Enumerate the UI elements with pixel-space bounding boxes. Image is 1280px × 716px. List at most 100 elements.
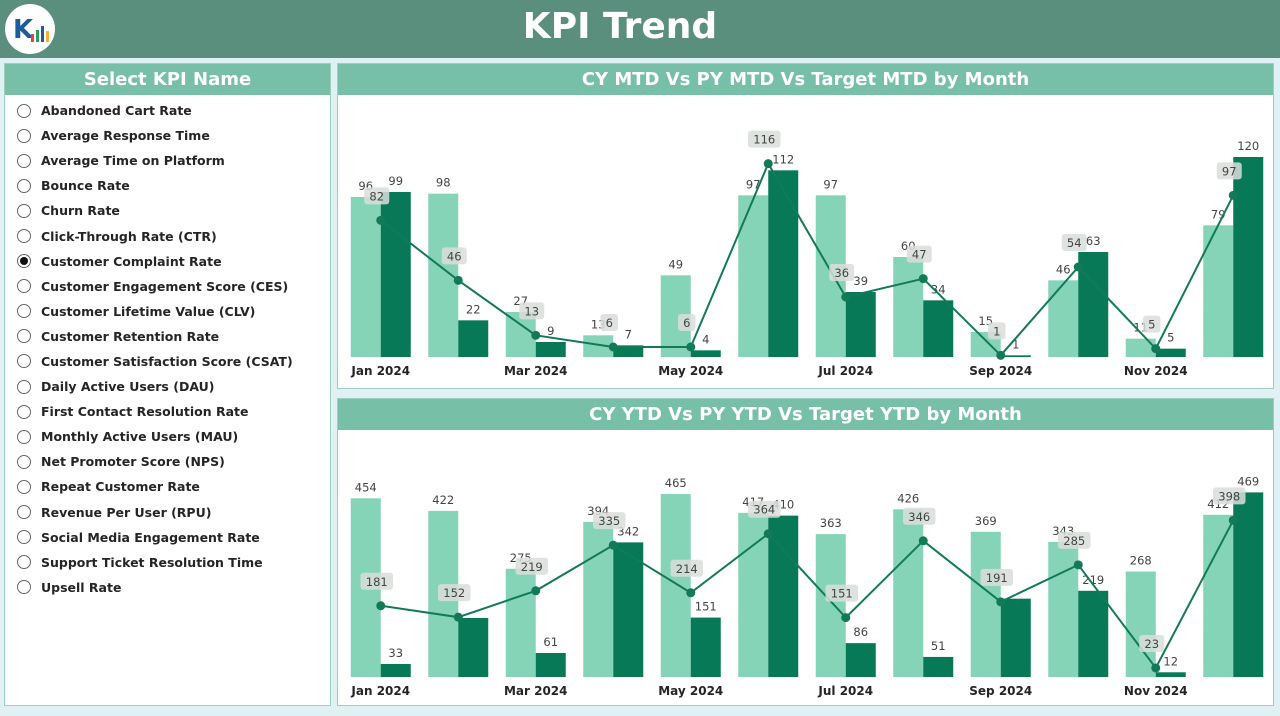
data-label-target: 364 bbox=[753, 503, 775, 517]
target-marker bbox=[608, 342, 618, 352]
data-label-actual: 454 bbox=[355, 480, 377, 494]
kpi-option-label: Abandoned Cart Rate bbox=[41, 103, 192, 119]
radio-button[interactable] bbox=[17, 203, 31, 218]
page-title: KPI Trend bbox=[522, 6, 718, 47]
data-label-target: 181 bbox=[366, 575, 388, 589]
radio-button[interactable] bbox=[17, 479, 31, 494]
bar-actual bbox=[583, 521, 614, 677]
bar-prior bbox=[690, 617, 721, 677]
radio-button[interactable] bbox=[17, 505, 31, 520]
svg-text:K: K bbox=[13, 15, 34, 45]
data-label-target: 54 bbox=[1067, 236, 1082, 250]
data-label-actual: 268 bbox=[1130, 554, 1152, 568]
logo: K bbox=[5, 4, 55, 54]
radio-button[interactable] bbox=[17, 254, 31, 269]
target-label-box bbox=[748, 130, 781, 148]
kpi-option[interactable]: Customer Retention Rate bbox=[17, 324, 330, 349]
target-label-box bbox=[438, 584, 471, 602]
radio-button[interactable] bbox=[17, 379, 31, 394]
data-label-target: 6 bbox=[606, 316, 613, 330]
kpi-option[interactable]: Customer Complaint Rate bbox=[17, 249, 330, 274]
kpi-option-label: Average Response Time bbox=[41, 128, 210, 144]
bar-prior bbox=[613, 345, 644, 357]
bar-prior bbox=[923, 656, 954, 677]
x-tick-label: Sep 2024 bbox=[969, 684, 1032, 698]
x-tick-label: May 2024 bbox=[658, 364, 723, 378]
kpi-option-label: Customer Retention Rate bbox=[41, 328, 220, 344]
kpi-option[interactable]: Net Promoter Score (NPS) bbox=[17, 449, 330, 474]
radio-button[interactable] bbox=[17, 103, 31, 118]
bar-actual bbox=[505, 312, 536, 357]
target-label-box bbox=[670, 559, 703, 577]
data-label-actual: 98 bbox=[436, 176, 451, 190]
target-label-box bbox=[360, 572, 393, 590]
target-label-box bbox=[1216, 162, 1242, 180]
radio-button[interactable] bbox=[17, 178, 31, 193]
radio-button[interactable] bbox=[17, 454, 31, 469]
radio-button[interactable] bbox=[17, 404, 31, 419]
kpi-option[interactable]: Abandoned Cart Rate bbox=[17, 98, 330, 123]
kpi-option[interactable]: Social Media Engagement Rate bbox=[17, 525, 330, 550]
kpi-option[interactable]: Customer Lifetime Value (CLV) bbox=[17, 299, 330, 324]
kpi-option-label: Customer Satisfaction Score (CSAT) bbox=[41, 353, 293, 369]
target-marker bbox=[763, 529, 773, 539]
kpi-option[interactable]: Support Ticket Resolution Time bbox=[17, 550, 330, 575]
kpi-option[interactable]: Average Time on Platform bbox=[17, 148, 330, 173]
radio-button[interactable] bbox=[17, 555, 31, 570]
bar-prior bbox=[1233, 492, 1264, 677]
data-label-target: 5 bbox=[1148, 318, 1155, 332]
target-line bbox=[380, 519, 1235, 670]
target-label-box bbox=[829, 264, 855, 281]
target-label-box bbox=[364, 187, 390, 205]
data-label-prior: 12 bbox=[1163, 654, 1178, 668]
kpi-option[interactable]: Upsell Rate bbox=[17, 575, 330, 600]
kpi-option[interactable]: Customer Engagement Score (CES) bbox=[17, 274, 330, 299]
bar-prior bbox=[1155, 348, 1186, 357]
target-marker bbox=[453, 275, 463, 285]
data-label-actual: 97 bbox=[823, 177, 838, 191]
target-marker bbox=[996, 350, 1006, 360]
data-label-target: 46 bbox=[447, 249, 462, 263]
x-tick-label: Sep 2024 bbox=[969, 364, 1032, 378]
x-tick-label: Jul 2024 bbox=[817, 684, 873, 698]
x-tick-label: Jul 2024 bbox=[817, 364, 873, 378]
data-label-prior: 112 bbox=[772, 152, 794, 166]
data-label-target: 36 bbox=[834, 266, 849, 280]
bar-actual bbox=[660, 493, 691, 677]
bar-prior bbox=[1000, 598, 1031, 677]
x-tick-label: Mar 2024 bbox=[504, 364, 568, 378]
radio-button[interactable] bbox=[17, 279, 31, 294]
kpi-option[interactable]: Daily Active Users (DAU) bbox=[17, 374, 330, 399]
kpi-option[interactable]: Average Response Time bbox=[17, 123, 330, 148]
bar-actual bbox=[583, 335, 614, 357]
kpi-option[interactable]: Click-Through Rate (CTR) bbox=[17, 223, 330, 248]
kpi-option[interactable]: Repeat Customer Rate bbox=[17, 474, 330, 499]
target-marker bbox=[686, 588, 696, 598]
bar-prior bbox=[768, 515, 799, 677]
x-tick-label: Jan 2024 bbox=[350, 684, 410, 698]
kpi-option-label: Daily Active Users (DAU) bbox=[41, 379, 215, 395]
target-label-box bbox=[441, 247, 467, 265]
radio-button[interactable] bbox=[17, 329, 31, 344]
radio-button[interactable] bbox=[17, 304, 31, 319]
kpi-option[interactable]: Churn Rate bbox=[17, 198, 330, 223]
kpi-option[interactable]: Monthly Active Users (MAU) bbox=[17, 424, 330, 449]
radio-button[interactable] bbox=[17, 128, 31, 143]
kpi-option[interactable]: Revenue Per User (RPU) bbox=[17, 500, 330, 525]
bar-actual bbox=[1203, 225, 1234, 357]
kpi-option[interactable]: Bounce Rate bbox=[17, 173, 330, 198]
radio-button[interactable] bbox=[17, 354, 31, 369]
bar-prior bbox=[458, 617, 489, 677]
radio-button[interactable] bbox=[17, 153, 31, 168]
radio-button[interactable] bbox=[17, 229, 31, 244]
radio-button[interactable] bbox=[17, 580, 31, 595]
data-label-target: 23 bbox=[1144, 637, 1159, 651]
radio-button[interactable] bbox=[17, 530, 31, 545]
kpi-option[interactable]: First Contact Resolution Rate bbox=[17, 399, 330, 424]
target-marker bbox=[841, 292, 851, 302]
data-label-actual: 422 bbox=[432, 493, 454, 507]
radio-button[interactable] bbox=[17, 429, 31, 444]
target-label-box bbox=[988, 322, 1006, 340]
kpi-option[interactable]: Customer Satisfaction Score (CSAT) bbox=[17, 349, 330, 374]
bar-actual bbox=[1048, 541, 1079, 677]
